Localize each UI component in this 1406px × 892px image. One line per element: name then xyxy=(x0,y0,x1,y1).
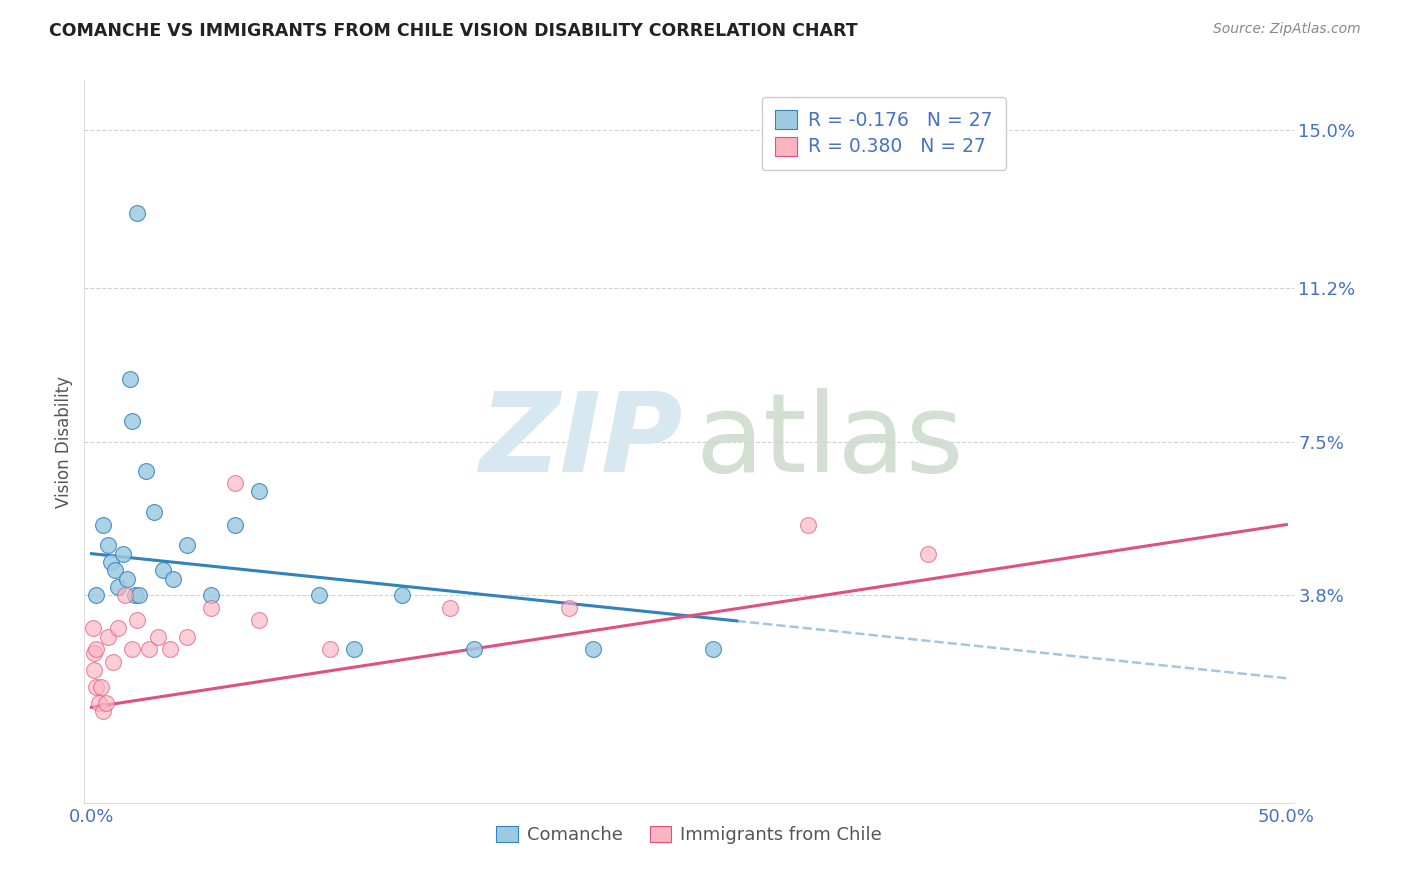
Point xyxy=(94,696,117,710)
Point xyxy=(224,476,246,491)
Point xyxy=(308,588,330,602)
Text: Source: ZipAtlas.com: Source: ZipAtlas.com xyxy=(1213,22,1361,37)
Point xyxy=(84,680,107,694)
Point xyxy=(93,705,115,719)
Point xyxy=(148,630,170,644)
Point xyxy=(176,538,198,552)
Point xyxy=(83,646,105,660)
Text: COMANCHE VS IMMIGRANTS FROM CHILE VISION DISABILITY CORRELATION CHART: COMANCHE VS IMMIGRANTS FROM CHILE VISION… xyxy=(49,22,858,40)
Point xyxy=(176,630,198,644)
Point xyxy=(83,663,105,677)
Text: ZIP: ZIP xyxy=(479,388,683,495)
Point xyxy=(917,547,939,561)
Point xyxy=(97,538,120,552)
Point xyxy=(97,630,120,644)
Point xyxy=(224,517,246,532)
Point xyxy=(162,572,184,586)
Point xyxy=(124,588,146,602)
Point xyxy=(391,588,413,602)
Point xyxy=(101,655,124,669)
Point xyxy=(125,206,148,220)
Point xyxy=(121,414,143,428)
Point xyxy=(121,642,143,657)
Point xyxy=(90,680,112,694)
Point xyxy=(797,517,820,532)
Y-axis label: Vision Disability: Vision Disability xyxy=(55,376,73,508)
Point xyxy=(200,600,222,615)
Point xyxy=(463,642,485,657)
Point xyxy=(247,613,270,627)
Point xyxy=(100,555,122,569)
Point xyxy=(104,563,127,577)
Legend: Comanche, Immigrants from Chile: Comanche, Immigrants from Chile xyxy=(489,819,889,852)
Point xyxy=(125,613,148,627)
Point xyxy=(82,621,104,635)
Point xyxy=(702,642,724,657)
Point xyxy=(135,464,157,478)
Point xyxy=(84,588,107,602)
Point xyxy=(118,372,141,386)
Point xyxy=(138,642,160,657)
Point xyxy=(84,642,107,657)
Text: atlas: atlas xyxy=(695,388,963,495)
Point xyxy=(107,580,129,594)
Point xyxy=(152,563,174,577)
Point xyxy=(159,642,181,657)
Point xyxy=(558,600,581,615)
Point xyxy=(114,588,136,602)
Point xyxy=(107,621,129,635)
Point xyxy=(439,600,461,615)
Point xyxy=(93,517,115,532)
Point xyxy=(142,505,165,519)
Point xyxy=(343,642,366,657)
Point xyxy=(117,572,139,586)
Point xyxy=(247,484,270,499)
Point xyxy=(582,642,605,657)
Point xyxy=(200,588,222,602)
Point xyxy=(319,642,342,657)
Point xyxy=(87,696,110,710)
Point xyxy=(128,588,150,602)
Point xyxy=(111,547,134,561)
